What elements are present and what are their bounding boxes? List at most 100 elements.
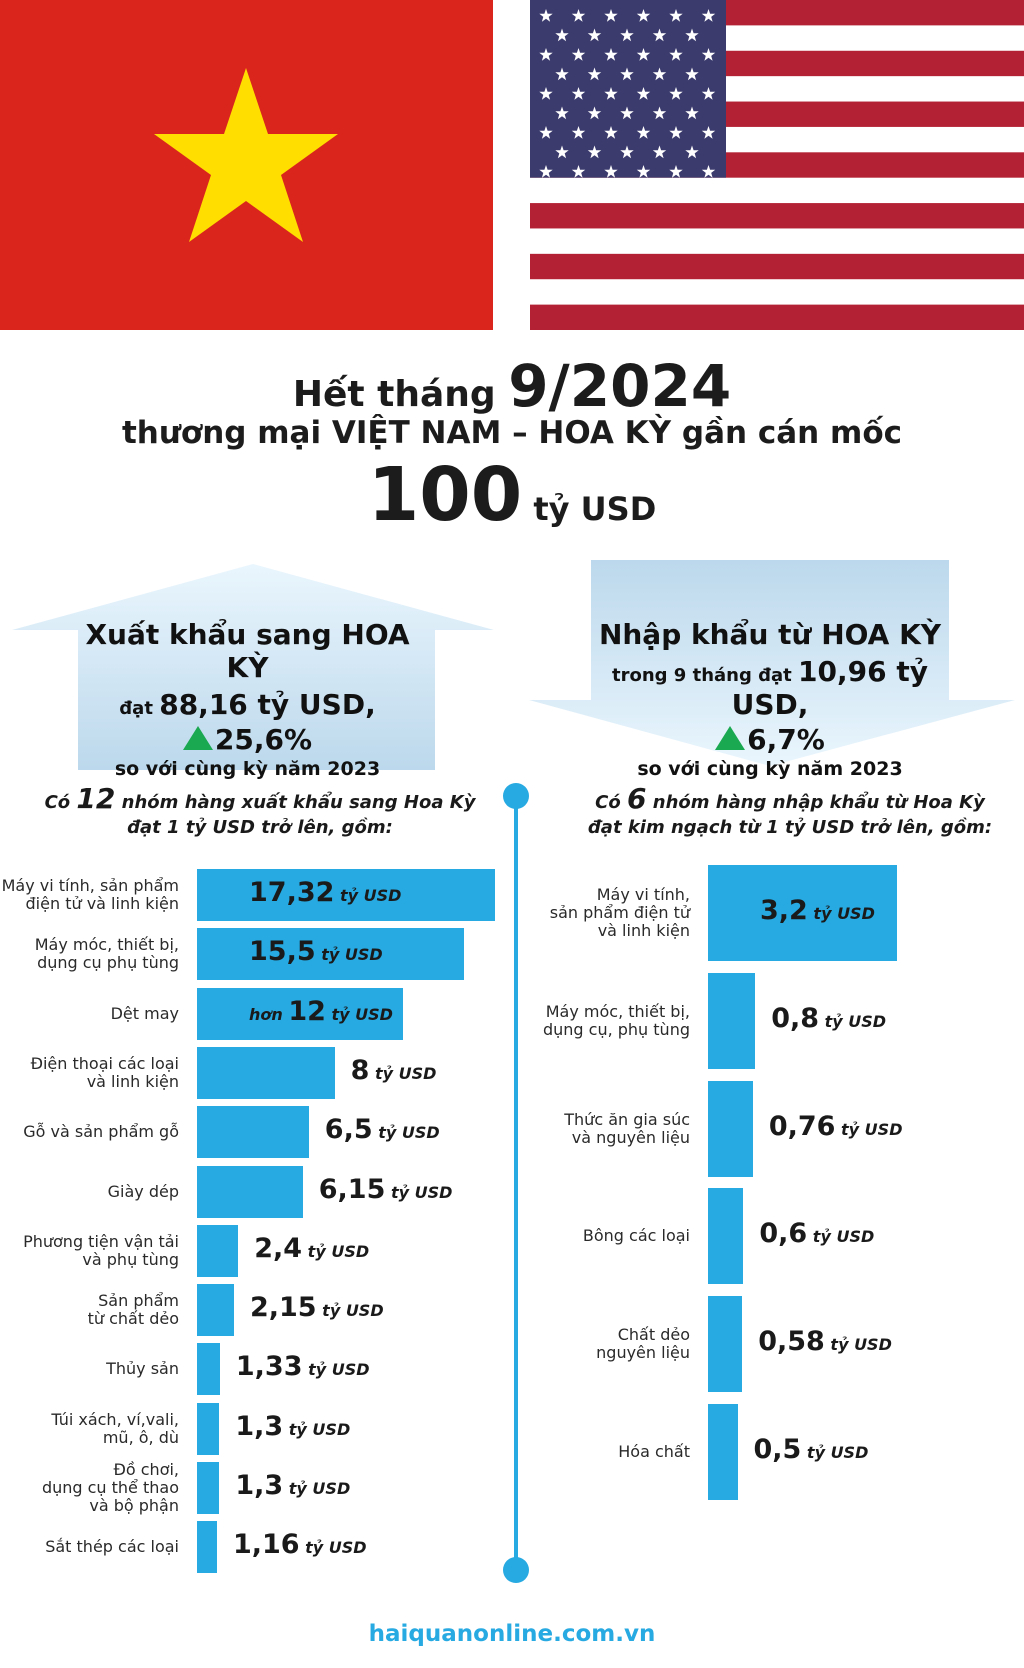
export-value-unit: tỷ USD bbox=[325, 1004, 393, 1024]
export-category-label: Máy vi tính, sản phẩm điện tử và linh kiệ… bbox=[0, 877, 179, 913]
footer-source: haiquanonline.com.vn bbox=[368, 1621, 656, 1647]
export-value-number: 1,3 bbox=[235, 1470, 284, 1501]
export-value-label: hơn 12 tỷ USD bbox=[249, 996, 393, 1027]
export-value-unit: tỷ USD bbox=[299, 1538, 367, 1558]
export-bar bbox=[197, 1046, 335, 1099]
export-value-label: 8 tỷ USD bbox=[351, 1055, 437, 1086]
export-category-label-line: mũ, ô, dù bbox=[102, 1427, 179, 1447]
export-value-number: 12 bbox=[288, 995, 326, 1027]
export-bar bbox=[197, 1343, 220, 1396]
import-category-label: Máy vi tính, sản phẩm điện tử và linh kiện bbox=[540, 886, 690, 940]
export-value-unit: tỷ USD bbox=[315, 945, 383, 965]
export-category-label-line: Điện thoại các loại bbox=[30, 1053, 179, 1073]
export-category-label: Phương tiện vận tải và phụ tùng bbox=[0, 1231, 179, 1269]
import-value-unit: tỷ USD bbox=[801, 1443, 869, 1462]
import-value-unit: tỷ USD bbox=[807, 1227, 875, 1247]
export-category-label-line: từ chất dẻo bbox=[87, 1309, 179, 1329]
growth-up-icon bbox=[182, 726, 213, 750]
import-category-label-line: Thức ăn gia súc bbox=[564, 1109, 690, 1129]
export-value-number: 6,15 bbox=[318, 1173, 386, 1205]
import-category-label: Máy móc, thiết bị, dụng cụ, phụ tùng bbox=[540, 1002, 690, 1039]
usa-flag bbox=[530, 0, 1024, 331]
export-value-number: 2,4 bbox=[254, 1232, 303, 1264]
export-value-number: 6,5 bbox=[324, 1114, 373, 1146]
export-value-prefix: hơn bbox=[249, 1004, 289, 1024]
export-value-unit: tỷ USD bbox=[369, 1063, 437, 1083]
export-category-label: Sắt thép các loại bbox=[0, 1538, 179, 1556]
export-category-label: Đồ chơi, dụng cụ thể thao và bộ phận bbox=[0, 1461, 179, 1515]
export-category-label-line: Đồ chơi, bbox=[113, 1460, 179, 1479]
import-value-unit: tỷ USD bbox=[819, 1011, 887, 1031]
export-category-label-line: dụng cụ thể thao bbox=[41, 1478, 179, 1497]
import-compare: so với cùng kỳ năm 2023 bbox=[637, 758, 903, 780]
import-section-heading: Có 6 nhóm hàng nhập khẩu từ Hoa Kỳ đạt k… bbox=[587, 782, 993, 839]
import-value-number: 0,5 bbox=[753, 1434, 802, 1465]
export-category-label-line: Túi xách, ví,vali, bbox=[51, 1409, 179, 1429]
vietnam-flag bbox=[0, 0, 493, 330]
export-value-number: 8 bbox=[350, 1054, 370, 1086]
export-category-label-line: điện tử và linh kiện bbox=[25, 894, 179, 913]
export-value-number: 2,15 bbox=[249, 1292, 317, 1324]
export-category-label-line: Sản phẩm bbox=[98, 1291, 179, 1311]
export-value-label: 6,15 tỷ USD bbox=[319, 1174, 453, 1205]
export-value-unit: tỷ USD bbox=[302, 1360, 370, 1380]
export-value: đạt 88,16 tỷ USD, bbox=[119, 688, 376, 721]
import-value-label: 0,8 tỷ USD bbox=[771, 1003, 886, 1034]
import-panel: Nhập khẩu từ HOA KỲ trong 9 tháng đạt 10… bbox=[587, 618, 953, 780]
export-category-label: Gỗ và sản phẩm gỗ bbox=[0, 1123, 179, 1141]
export-section-heading: Có 12 nhóm hàng xuất khẩu sang Hoa Kỳ đạ… bbox=[44, 782, 476, 839]
import-category-label-line: Bông các loại bbox=[582, 1226, 690, 1246]
export-value-label: 2,4 tỷ USD bbox=[254, 1233, 369, 1264]
export-bar bbox=[197, 869, 495, 921]
export-category-label: Giày dép bbox=[0, 1182, 179, 1201]
export-bar bbox=[197, 987, 404, 1040]
headline-line-3: 100 tỷ USD bbox=[367, 452, 657, 538]
export-bar bbox=[197, 1521, 217, 1574]
import-value-label: 0,76 tỷ USD bbox=[769, 1111, 903, 1142]
import-value-unit: tỷ USD bbox=[835, 1119, 903, 1139]
growth-up-icon bbox=[715, 726, 746, 750]
export-value-number: 1,3 bbox=[235, 1410, 284, 1442]
export-value-unit: tỷ USD bbox=[372, 1123, 440, 1143]
export-bar bbox=[197, 1106, 309, 1159]
usa-flag-stars-stripes-icon bbox=[530, 0, 1024, 331]
export-value-number: 1,16 bbox=[232, 1529, 300, 1561]
export-category-label-line: Thủy sản bbox=[106, 1359, 179, 1379]
export-up-arrow-icon bbox=[12, 564, 494, 770]
import-category-label-line: và linh kiện bbox=[597, 921, 690, 940]
import-bar bbox=[708, 1080, 753, 1177]
export-bar bbox=[197, 1284, 234, 1337]
export-compare: so với cùng kỳ năm 2023 bbox=[114, 758, 381, 780]
import-category-label: Chất dẻo nguyên liệu bbox=[540, 1326, 690, 1362]
export-value-label: 6,5 tỷ USD bbox=[325, 1114, 440, 1145]
import-category-label-line: Máy vi tính, bbox=[596, 885, 690, 904]
export-value-label: 2,15 tỷ USD bbox=[250, 1292, 384, 1323]
export-category-label: Thủy sản bbox=[0, 1360, 179, 1378]
import-category-label: Thức ăn gia súc và nguyên liệu bbox=[540, 1109, 690, 1147]
export-panel: Xuất khẩu sang HOA KỲ đạt 88,16 tỷ USD, … bbox=[70, 618, 425, 780]
export-bar bbox=[197, 1402, 220, 1455]
export-category-label: Điện thoại các loại và linh kiện bbox=[0, 1053, 179, 1091]
import-category-label-line: và nguyên liệu bbox=[571, 1127, 690, 1147]
import-category-label-line: Chất dẻo bbox=[617, 1325, 690, 1345]
import-value-unit: tỷ USD bbox=[807, 904, 875, 923]
export-value-label: 15,5 tỷ USD bbox=[249, 936, 383, 967]
import-value-unit: tỷ USD bbox=[824, 1335, 892, 1355]
export-value-label: 1,3 tỷ USD bbox=[235, 1470, 350, 1501]
export-value-label: 17,32 tỷ USD bbox=[249, 877, 401, 908]
import-value-label: 0,5 tỷ USD bbox=[754, 1434, 869, 1465]
import-value-label: 0,6 tỷ USD bbox=[759, 1218, 874, 1249]
import-bar bbox=[708, 865, 897, 961]
import-value-number: 0,8 bbox=[771, 1002, 820, 1034]
export-bar bbox=[197, 1462, 220, 1514]
export-category-label: Dệt may bbox=[0, 1004, 179, 1023]
import-category-label: Hóa chất bbox=[540, 1443, 690, 1461]
import-value: trong 9 tháng đạt 10,96 tỷ USD, bbox=[611, 655, 928, 721]
export-value-unit: tỷ USD bbox=[385, 1182, 453, 1202]
import-category-label: Bông các loại bbox=[540, 1227, 690, 1245]
import-bar bbox=[708, 972, 756, 1069]
import-bar bbox=[708, 1296, 743, 1393]
export-category-label-line: Phương tiện vận tải bbox=[23, 1231, 179, 1251]
import-category-label-line: dụng cụ, phụ tùng bbox=[542, 1019, 690, 1039]
export-value-unit: tỷ USD bbox=[283, 1479, 351, 1498]
